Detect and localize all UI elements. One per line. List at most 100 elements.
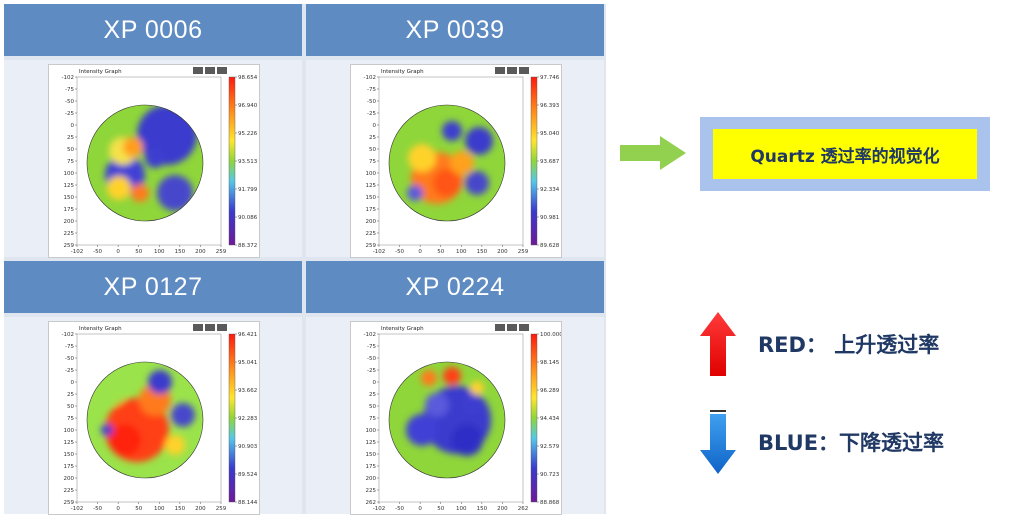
intensity-region [450, 151, 474, 175]
y-tick-label: -50 [65, 99, 74, 105]
y-tick-label: -102 [364, 332, 376, 338]
intensity-region [465, 127, 493, 155]
y-tick-label: 175 [366, 207, 377, 213]
scale-tick-label: 88.372 [238, 243, 257, 249]
x-tick-label: -102 [71, 249, 83, 255]
scale-tick-label: 93.662 [238, 388, 257, 394]
scale-tick-label: 90.086 [238, 215, 258, 221]
x-tick-label: 50 [437, 249, 444, 255]
intensity-disk [87, 105, 203, 221]
intensity-region [123, 137, 143, 157]
x-tick-label: 100 [154, 506, 165, 512]
graph-title: Intensity Graph [79, 69, 122, 75]
x-tick-label: 0 [116, 506, 120, 512]
intensity-disk [87, 362, 203, 478]
intensity-disk [389, 105, 505, 221]
graph-toolbar-icon[interactable] [495, 324, 529, 331]
intensity-graph: Intensity Graph -102 -75 -50 -25 0 25 50 75 100 12… [364, 324, 561, 512]
y-tick-label: 225 [64, 488, 75, 494]
scale-tick-label: 94.434 [540, 416, 560, 422]
intensity-region [406, 414, 438, 446]
y-tick-label: 100 [366, 428, 377, 434]
y-tick-label: -102 [62, 75, 74, 81]
color-scale-bar [530, 76, 538, 246]
scale-tick-label: 96.940 [238, 103, 258, 109]
scale-tick-label: 91.799 [238, 187, 258, 193]
y-tick-label: 25 [67, 135, 74, 141]
x-tick-label: -102 [373, 249, 385, 255]
intensity-region [145, 148, 165, 168]
intensity-disk [389, 362, 505, 478]
intensity-graph-card: Intensity Graph -102 -75 -50 -25 0 25 50 75 100 12… [350, 64, 562, 258]
color-scale-bar [228, 76, 236, 246]
scale-tick-label: 90.903 [238, 444, 258, 450]
x-tick-label: -102 [373, 506, 385, 512]
panel-title: XP 0039 [306, 4, 604, 56]
y-tick-label: 100 [366, 171, 377, 177]
intensity-graph-card: Intensity Graph -102 -75 -50 -25 0 25 50 75 100 12… [48, 321, 260, 515]
scale-tick-label: 93.513 [238, 159, 258, 165]
y-tick-label: 25 [67, 392, 74, 398]
y-tick-label: 100 [64, 171, 75, 177]
scale-tick-label: 97.746 [540, 75, 560, 81]
x-tick-label: 259 [216, 506, 227, 512]
intensity-region [101, 424, 113, 436]
y-tick-label: 25 [369, 135, 376, 141]
y-tick-label: 150 [64, 452, 75, 458]
title-box: Quartz 透过率的视觉化 [700, 117, 990, 191]
graph-title: Intensity Graph [381, 326, 424, 332]
intensity-region [470, 381, 484, 395]
arrow-up-icon [700, 312, 736, 376]
intensity-region [451, 424, 483, 456]
intensity-graph: Intensity Graph -102 -75 -50 -25 0 25 50 75 100 12… [364, 67, 560, 255]
y-tick-label: -75 [367, 87, 376, 93]
panel-xp-0127: XP 0127 Intensity Graph -102 -75 -50 -25 0 25 5… [4, 261, 302, 515]
intensity-region [408, 144, 436, 172]
y-tick-label: -102 [62, 332, 74, 338]
y-tick-label: 0 [373, 380, 377, 386]
y-tick-label: 225 [64, 231, 75, 237]
x-tick-label: 259 [518, 249, 529, 255]
y-tick-label: 259 [366, 243, 377, 249]
y-tick-label: 262 [366, 500, 377, 506]
scale-tick-label: 96.289 [540, 388, 560, 394]
y-tick-label: -50 [367, 99, 376, 105]
color-scale-bar [530, 333, 538, 503]
scale-tick-label: 88.868 [540, 500, 560, 506]
x-tick-label: 50 [135, 249, 142, 255]
x-tick-label: 150 [477, 506, 488, 512]
intensity-region [425, 393, 449, 417]
scale-tick-label: 93.687 [540, 159, 560, 165]
x-tick-label: 0 [418, 506, 422, 512]
graph-toolbar-icon[interactable] [193, 324, 227, 331]
intensity-region [462, 395, 482, 415]
scale-tick-label: 92.579 [540, 444, 560, 450]
scale-tick-label: 88.144 [238, 500, 258, 506]
y-tick-label: 0 [373, 123, 377, 129]
y-tick-label: 259 [64, 243, 75, 249]
scale-tick-label: 92.334 [540, 187, 560, 193]
x-tick-label: 200 [195, 249, 206, 255]
y-tick-label: 25 [369, 392, 376, 398]
x-tick-label: 0 [116, 249, 120, 255]
x-tick-label: 50 [437, 506, 444, 512]
legend-blue: BLUE：下降透过率 [700, 410, 944, 474]
scale-tick-label: 96.393 [540, 103, 560, 109]
y-tick-label: -25 [65, 111, 74, 117]
legend-red-label: RED： 上升透过率 [758, 333, 940, 357]
y-tick-label: 259 [64, 500, 75, 506]
graph-toolbar-icon[interactable] [193, 67, 227, 74]
x-tick-label: -50 [93, 249, 102, 255]
scale-tick-label: 98.145 [540, 360, 560, 366]
y-tick-label: 75 [67, 159, 74, 165]
y-tick-label: -75 [65, 344, 74, 350]
x-tick-label: 150 [477, 249, 488, 255]
y-tick-label: 100 [64, 428, 75, 434]
graph-toolbar-icon[interactable] [495, 67, 529, 74]
y-tick-label: -25 [367, 368, 376, 374]
panel-title: XP 0006 [4, 4, 302, 56]
y-tick-label: 200 [64, 476, 75, 482]
intensity-region [443, 367, 461, 385]
panel-xp-0224: XP 0224 Intensity Graph -102 -75 -50 -25 0 25 5… [306, 261, 604, 515]
scale-tick-label: 96.421 [238, 332, 257, 338]
